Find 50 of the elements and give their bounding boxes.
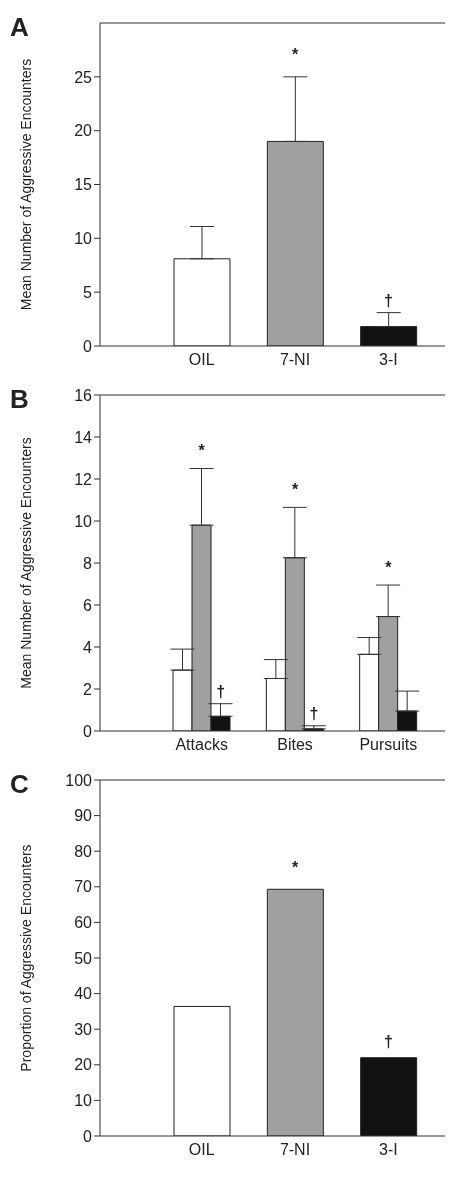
y-tick-label: 8 [83,554,93,572]
x-tick-label: Bites [277,736,313,754]
y-axis-title: Mean Number of Aggressive Encounters [17,437,34,689]
annotation: * [291,46,299,64]
x-tick-label: OIL [188,351,215,369]
y-tick-label: 0 [83,722,93,740]
y-tick-label: 0 [83,1127,93,1145]
y-tick-label: 10 [74,1092,93,1110]
y-tick-label: 10 [74,512,93,530]
x-tick-label: 3-I [379,351,398,369]
y-tick-label: 10 [74,230,93,248]
y-tick-label: 30 [74,1020,93,1038]
y-tick-label: 5 [83,283,93,301]
annotation: † [309,705,319,723]
y-tick-label: 14 [74,428,93,446]
x-tick-label: 7-NI [279,351,311,369]
x-tick-label: Pursuits [359,736,418,754]
annotation: † [383,1033,393,1051]
annotation: † [383,292,393,310]
y-tick-label: 90 [74,807,93,825]
y-tick-label: 6 [83,596,93,614]
y-tick-label: 70 [74,878,93,896]
annotation: * [385,558,393,576]
y-tick-label: 40 [74,985,93,1003]
y-tick-label: 0 [83,337,93,355]
annotation: * [291,858,299,876]
x-tick-label: Attacks [175,736,228,754]
y-tick-label: 50 [74,949,93,967]
chart-title: A [10,12,29,43]
y-axis-title: Proportion of Aggressive Encounters [17,844,34,1072]
annotation: † [216,683,226,701]
x-tick-label: 7-NI [279,1141,311,1159]
y-tick-label: 4 [83,638,93,656]
y-tick-label: 15 [74,176,93,194]
y-tick-label: 20 [74,122,93,140]
y-tick-label: 20 [74,1056,93,1074]
y-tick-label: 80 [74,842,93,860]
annotation: * [291,480,299,498]
y-tick-label: 25 [74,68,93,86]
chart-title: C [10,769,29,800]
annotation: * [198,442,206,459]
y-tick-label: 60 [74,914,93,932]
y-axis-title: Mean Number of Aggressive Encounters [17,58,34,311]
y-tick-label: 12 [74,470,93,488]
y-tick-label: 2 [83,680,93,698]
y-tick-label: 16 [74,386,93,404]
x-tick-label: 3-I [379,1141,398,1159]
y-tick-label: 100 [65,771,93,789]
chart-title: B [10,384,29,415]
x-tick-label: OIL [188,1141,215,1159]
